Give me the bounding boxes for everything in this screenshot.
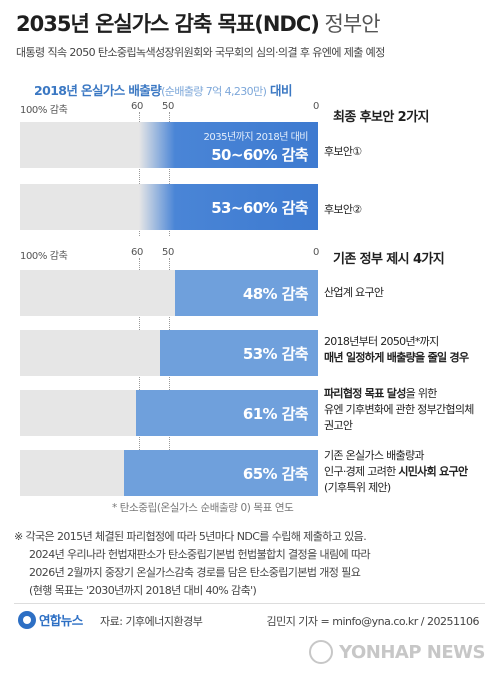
bar-value-label: 53% 감축 <box>242 345 309 363</box>
section-existing-proposals: 기존 정부 제시 4가지 <box>333 252 445 267</box>
notes: ※ 각국은 2015년 체결된 파리협정에 따라 5년마다 NDC를 수립해 제… <box>14 528 371 600</box>
section-final-candidates: 최종 후보안 2가지 <box>333 110 429 125</box>
axis-left-label-2: 100% 감축 <box>20 251 68 262</box>
note-line: 2026년 2월까지 중장기 온실가스감축 경로를 담은 탄소중립기본법 개정 … <box>29 566 361 579</box>
note-line: (현행 목표는 '2030년까지 2018년 대비 40% 감축') <box>29 584 257 597</box>
page-title: 2035년 온실가스 감축 목표(NDC) 정부안 <box>16 12 381 36</box>
bar-fill <box>139 184 318 230</box>
source-text: 자료: 기후에너지환경부 <box>100 615 203 628</box>
bar-track: 50~60% 감축 2035년까지 2018년 대비 <box>20 122 318 168</box>
axis-gridline-50 <box>169 258 170 496</box>
page-subtitle: 대통령 직속 2050 탄소중립녹색성장위원회와 국무회의 심의·의결 후 유엔… <box>16 46 385 59</box>
bar-fill <box>136 390 318 436</box>
axis-tick-50-2: 50 <box>162 247 174 258</box>
axis-gridline-60 <box>139 112 141 236</box>
bar-track: 53% 감축 <box>20 330 318 376</box>
yonhap-logo: 연합뉴스 <box>18 610 83 629</box>
bar-value-label: 48% 감축 <box>242 285 309 303</box>
proposal-label-paris: 파리협정 목표 달성을 위한 유엔 기후변화에 관한 정부간협의체 권고안 <box>324 387 474 432</box>
yonhap-logo-icon <box>18 610 36 629</box>
bar-fill <box>160 330 318 376</box>
bar-track: 61% 감축 <box>20 390 318 436</box>
bar-value-label: 61% 감축 <box>242 405 309 423</box>
proposal-label-linear: 2018년부터 2050년*까지 매년 일정하게 배출량을 줄일 경우 <box>324 335 469 364</box>
bar-value-label: 50~60% 감축 <box>211 146 308 164</box>
footnote-carbon-neutral: * 탄소중립(온실가스 순배출량 0) 목표 연도 <box>112 502 294 514</box>
bar-fill <box>174 270 318 316</box>
axis-tick-60: 60 <box>131 101 143 112</box>
bar-value-label: 53~60% 감축 <box>211 199 308 217</box>
bar-fill <box>139 122 318 168</box>
yonhap-watermark: YONHAP NEWS <box>309 640 485 664</box>
bar-note: 2035년까지 2018년 대비 <box>203 132 309 143</box>
axis-tick-60-2: 60 <box>131 247 143 258</box>
note-line: 2024년 우리나라 헌법재판소가 탄소중립기본법 헌법불합치 결정을 내림에 … <box>29 548 371 561</box>
bar-track: 48% 감축 <box>20 270 318 316</box>
axis-tick-0-2: 0 <box>313 247 319 258</box>
axis-tick-0: 0 <box>313 101 319 112</box>
note-line: ※ 각국은 2015년 체결된 파리협정에 따라 5년마다 NDC를 수립해 제… <box>14 530 367 543</box>
baseline-label: 2018년 온실가스 배출량(순배출량 7억 4,230만) 대비 <box>34 83 292 98</box>
proposal-label-civil: 기존 온실가스 배출량과 인구·경제 고려한 시민사회 요구안 (기후특위 제안… <box>324 449 468 494</box>
bar-track: 53~60% 감축 <box>20 184 318 230</box>
proposal-label-candidate-2: 후보안② <box>324 203 362 216</box>
bar-fill <box>124 450 318 496</box>
axis-tick-50: 50 <box>162 101 174 112</box>
footer-divider <box>14 603 485 604</box>
bar-track: 65% 감축 <box>20 450 318 496</box>
proposal-label-candidate-1: 후보안① <box>324 145 362 158</box>
axis-gridline-50 <box>169 112 170 236</box>
axis-left-label: 100% 감축 <box>20 105 68 116</box>
watermark-icon <box>309 640 334 664</box>
axis-gridline-60 <box>139 258 141 496</box>
bar-value-label: 65% 감축 <box>242 465 309 483</box>
proposal-label-industry: 산업계 요구안 <box>324 286 384 299</box>
credit-text: 김민지 기자 = minfo@yna.co.kr / 20251106 <box>266 615 479 628</box>
